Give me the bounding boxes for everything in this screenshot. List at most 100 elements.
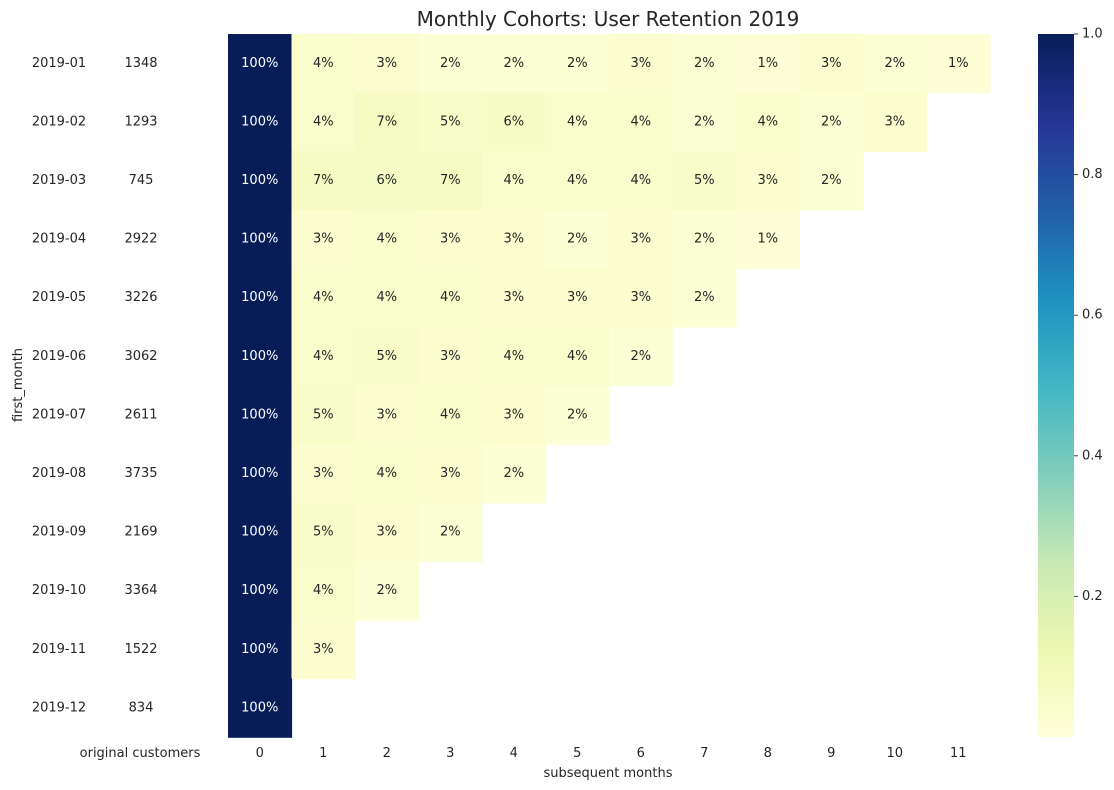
cell-value-label: 2%	[567, 232, 588, 247]
cell-value-label: 4%	[313, 349, 334, 364]
heatmap-cell	[736, 151, 801, 211]
column-label: 2	[383, 746, 391, 761]
row-label: 2019-12	[32, 700, 86, 715]
heatmap-cell	[355, 502, 420, 562]
column-label: 7	[700, 746, 708, 761]
heatmap-cell	[291, 444, 356, 504]
heatmap-cell	[609, 268, 674, 328]
column-label: 11	[950, 746, 967, 761]
heatmap-cell	[799, 92, 864, 152]
x-axis-label: subsequent months	[544, 766, 673, 781]
heatmap-cell	[609, 327, 674, 387]
column-label: 4	[510, 746, 518, 761]
heatmap-cell	[609, 209, 674, 269]
heatmap-cell	[291, 620, 356, 680]
cell-value-label: 7%	[313, 173, 334, 188]
heatmap-cell	[355, 444, 420, 504]
heatmap-cell	[418, 502, 483, 562]
cell-value-label: 3%	[313, 232, 334, 247]
cell-value-label: 2%	[503, 466, 524, 481]
column-label: 8	[764, 746, 772, 761]
cell-value-label: 3%	[567, 290, 588, 305]
heatmap-cell	[228, 34, 293, 94]
heatmap-cell	[291, 209, 356, 269]
cell-value-label: 2%	[821, 114, 842, 129]
original-customers-value: 745	[129, 173, 154, 188]
heatmap-cell	[545, 268, 610, 328]
heatmap-cells: 100% 4% 3% 2% 2% 2% 3% 2% 1% 3% 2% 1% 100% 4% 7% 5% 6% 4%…	[228, 34, 991, 738]
heatmap-cell	[228, 561, 293, 621]
row-labels: 2019-01 2019-02 2019-03 2019-04 2019-05 2019-…	[32, 56, 86, 716]
colorbar-tick-label: 1.0	[1082, 27, 1103, 42]
cell-value-label: 100%	[241, 173, 278, 188]
heatmap-cell	[418, 268, 483, 328]
heatmap-cell	[291, 268, 356, 328]
heatmap-cell	[291, 561, 356, 621]
cell-value-label: 5%	[376, 349, 397, 364]
heatmap-cell	[672, 92, 737, 152]
heatmap-cell	[545, 92, 610, 152]
heatmap-cell	[736, 34, 801, 94]
cell-value-label: 4%	[313, 56, 334, 71]
original-customers-value: 1293	[124, 114, 157, 129]
heatmap-cell	[291, 502, 356, 562]
cell-value-label: 5%	[694, 173, 715, 188]
heatmap-cell	[545, 209, 610, 269]
cell-value-label: 3%	[376, 56, 397, 71]
heatmap-cell	[672, 209, 737, 269]
cell-value-label: 4%	[567, 349, 588, 364]
cell-value-label: 4%	[630, 173, 651, 188]
heatmap-cell	[228, 385, 293, 445]
cell-value-label: 3%	[630, 56, 651, 71]
heatmap-cell	[228, 327, 293, 387]
cell-value-label: 5%	[313, 407, 334, 422]
cell-value-label: 4%	[503, 173, 524, 188]
row-label: 2019-07	[32, 407, 86, 422]
heatmap-cell	[228, 209, 293, 269]
column-label: 6	[637, 746, 645, 761]
heatmap-cell	[355, 268, 420, 328]
row-label: 2019-01	[32, 56, 86, 71]
heatmap-cell	[291, 385, 356, 445]
cell-value-label: 4%	[313, 290, 334, 305]
cell-value-label: 4%	[313, 583, 334, 598]
cell-value-label: 100%	[241, 56, 278, 71]
heatmap-cell	[863, 34, 928, 94]
heatmap-cell	[926, 34, 991, 94]
cell-value-label: 2%	[694, 114, 715, 129]
colorbar: 0.2 0.4 0.6 0.8 1.0	[1038, 27, 1103, 737]
cell-value-label: 100%	[241, 466, 278, 481]
cell-value-label: 4%	[440, 407, 461, 422]
cell-value-label: 3%	[503, 232, 524, 247]
column-label: 5	[573, 746, 581, 761]
heatmap-cell	[418, 209, 483, 269]
chart-title: Monthly Cohorts: User Retention 2019	[417, 7, 800, 31]
cell-value-label: 100%	[241, 290, 278, 305]
cell-value-label: 100%	[241, 700, 278, 715]
heatmap-cell	[672, 34, 737, 94]
cell-value-label: 3%	[313, 642, 334, 657]
cell-value-label: 4%	[630, 114, 651, 129]
heatmap-cell	[418, 151, 483, 211]
cell-value-label: 100%	[241, 407, 278, 422]
heatmap-cell	[418, 34, 483, 94]
heatmap-cell	[418, 444, 483, 504]
column-label: 1	[319, 746, 327, 761]
y-axis-label: first_month	[11, 348, 26, 422]
colorbar-tick-label: 0.8	[1082, 167, 1103, 182]
heatmap-cell	[418, 327, 483, 387]
cell-value-label: 2%	[503, 56, 524, 71]
heatmap-cell	[228, 92, 293, 152]
row-label: 2019-03	[32, 173, 86, 188]
heatmap-cell	[228, 268, 293, 328]
cell-value-label: 3%	[821, 56, 842, 71]
column-label: 0	[256, 746, 264, 761]
cell-value-label: 3%	[503, 407, 524, 422]
column-label: 10	[886, 746, 903, 761]
cell-value-label: 1%	[757, 232, 778, 247]
heatmap-cell	[291, 92, 356, 152]
cell-value-label: 1%	[948, 56, 969, 71]
heatmap-cell	[228, 444, 293, 504]
